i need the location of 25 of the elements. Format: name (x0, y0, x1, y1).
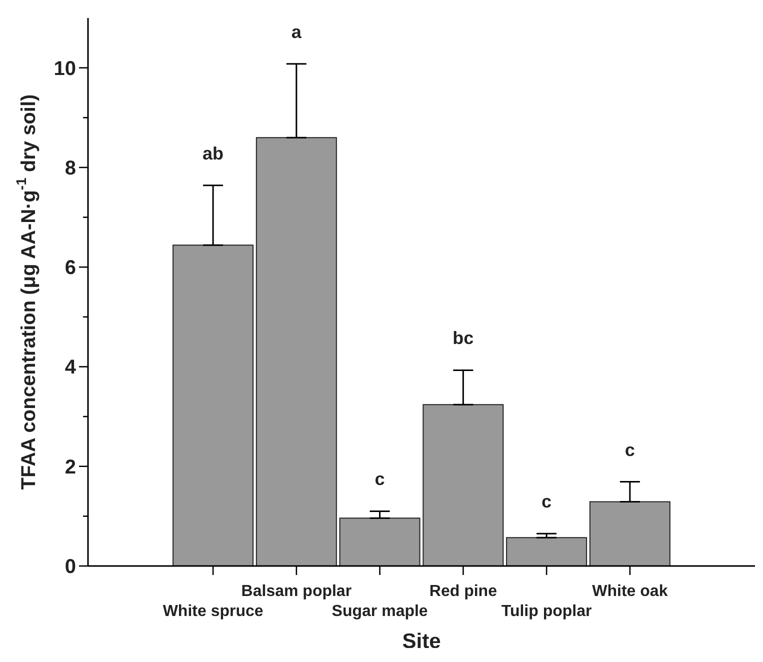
y-tick-label: 4 (64, 356, 77, 379)
annotation: c (542, 492, 552, 512)
x-tick-label: Sugar maple (332, 603, 428, 620)
bar (506, 537, 588, 566)
annotation: ab (202, 143, 224, 164)
x-tick-label: Balsam poplar (241, 583, 352, 600)
bar (256, 137, 337, 566)
annotation: a (291, 22, 302, 42)
y-tick-label: 10 (54, 58, 76, 80)
bar (422, 404, 504, 566)
y-tick-label: 8 (64, 157, 76, 180)
annotation: bc (452, 328, 474, 348)
x-axis-title: Site (402, 630, 441, 653)
bar (339, 518, 420, 566)
x-tick-label: Tulip poplar (501, 603, 592, 620)
x-tick-label: White oak (592, 583, 668, 600)
bar (172, 244, 254, 566)
y-tick-label: 0 (64, 556, 76, 578)
annotation: c (374, 469, 385, 490)
bar (589, 501, 670, 566)
x-tick-label: Red pine (429, 583, 498, 600)
y-tick-label: 6 (64, 257, 76, 280)
annotation: c (624, 440, 635, 460)
x-tick-label: White spruce (162, 603, 264, 620)
y-tick-label: 2 (64, 456, 76, 478)
